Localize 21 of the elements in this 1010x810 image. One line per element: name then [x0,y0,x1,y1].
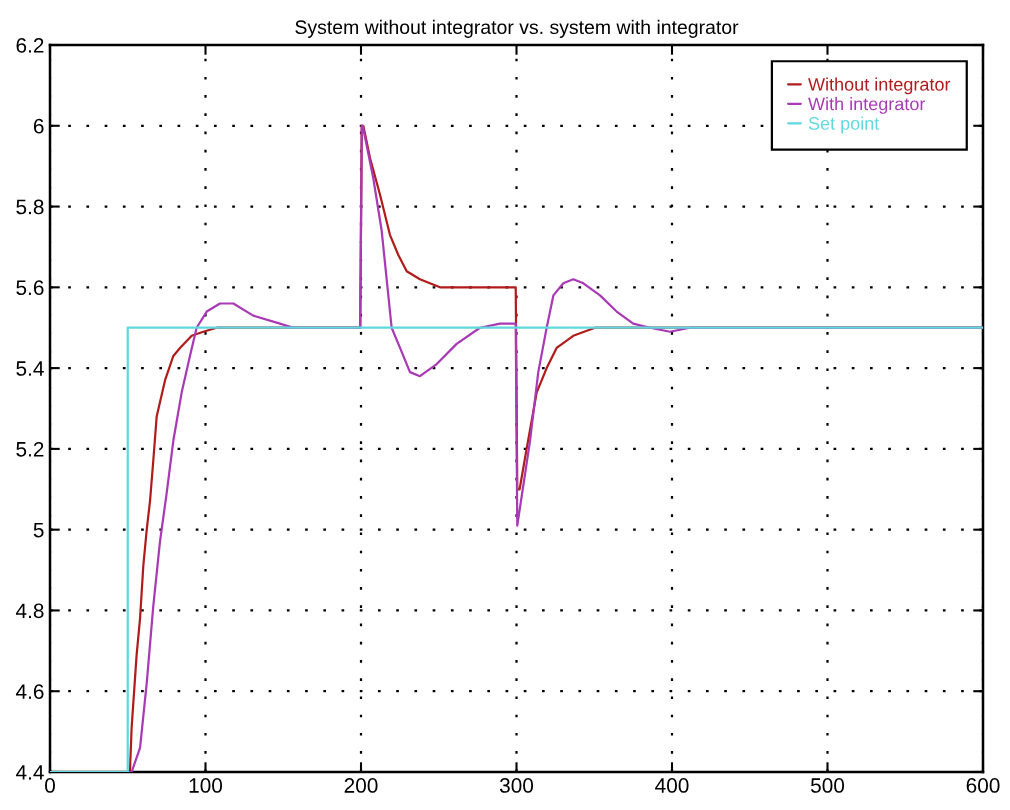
x-tick-label: 600 [966,778,1000,793]
y-tick-label: 5.4 [16,361,44,376]
y-tick-label: 4.8 [15,603,44,619]
x-tick-label: 500 [810,778,845,793]
legend-label: Set point [808,116,880,134]
chart-title: System without integrator vs. system with integrator [295,19,739,38]
x-tick-label: 200 [344,778,378,793]
x-tick-label: 400 [655,778,689,793]
y-tick-label: 5.6 [16,280,44,296]
x-tick-label: 100 [189,778,223,793]
y-tick-label: 6.2 [16,38,44,53]
y-tick-label: 6 [33,118,44,134]
y-tick-label: 4.6 [15,684,44,699]
x-tick-label: 300 [499,778,534,793]
y-tick-label: 4.4 [15,765,44,780]
x-tick-label: 0 [45,778,55,793]
y-tick-label: 5.8 [16,199,44,215]
legend-label: Without integrator [808,77,951,95]
y-tick-label: 5 [33,522,44,538]
legend-label: With integrator [808,97,926,114]
y-tick-label: 5.2 [16,441,44,457]
